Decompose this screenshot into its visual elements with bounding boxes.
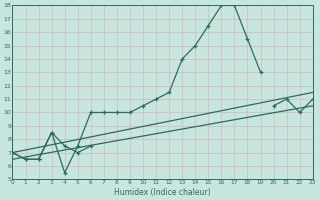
X-axis label: Humidex (Indice chaleur): Humidex (Indice chaleur)	[114, 188, 211, 197]
